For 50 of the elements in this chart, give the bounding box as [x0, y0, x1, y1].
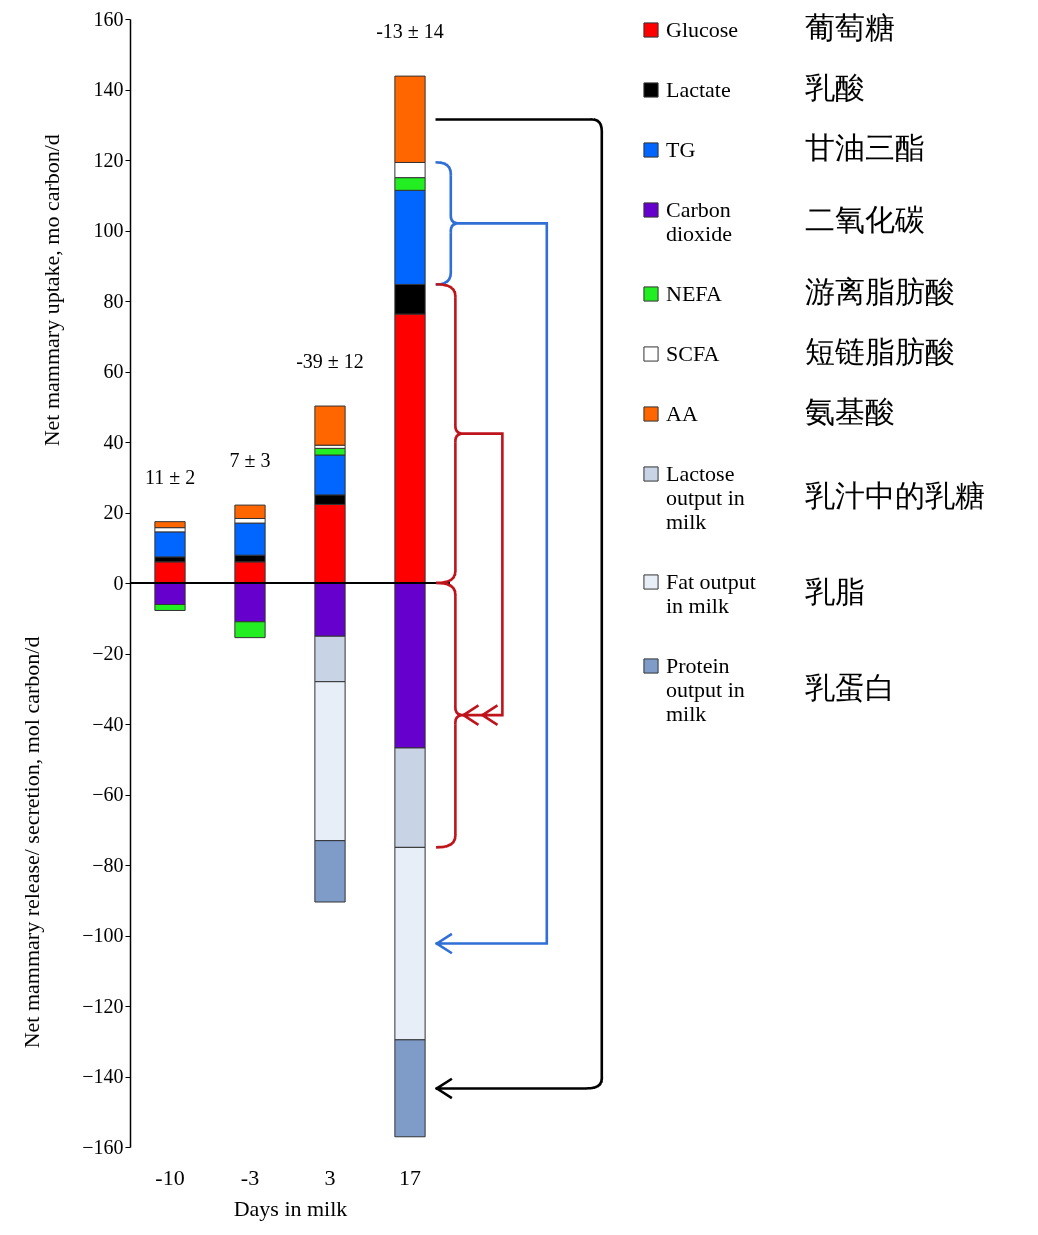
x-axis-title: Days in milk: [233, 1195, 348, 1221]
x-tick-label: -3: [240, 1164, 260, 1190]
legend-label: Fat output in milk: [666, 569, 756, 618]
legend-label: SCFA: [666, 341, 720, 366]
legend-label: Protein output in milk: [666, 653, 745, 726]
y-tick-label: −140: [82, 1065, 124, 1087]
y-tick-label: 0: [113, 571, 124, 594]
x-tick-label: 17: [399, 1164, 421, 1190]
y-tick-label: 40: [103, 430, 124, 453]
legend-label: NEFA: [666, 281, 722, 306]
text: 甘油三酯: [805, 130, 925, 165]
y-tick-label: −60: [92, 783, 124, 805]
y-tick-label: 140: [93, 78, 124, 100]
text: 乳蛋白: [805, 670, 895, 705]
y-tick-label: −120: [82, 994, 124, 1017]
text: 氨基酸: [805, 394, 895, 429]
y-tick-label: −40: [92, 712, 124, 735]
text: 游离脂肪酸: [805, 274, 955, 309]
y-tick-label: −160: [82, 1135, 124, 1158]
annotation: 7 ± 3: [229, 449, 271, 472]
x-tick-label: 3: [324, 1164, 336, 1190]
legend-label: Lactose output in milk: [666, 461, 745, 534]
text: 乳酸: [805, 70, 865, 105]
legend-label: Lactate: [666, 77, 731, 102]
y-tick-label: −20: [92, 642, 124, 664]
bar: [154, 521, 186, 529]
y-tick-label: 120: [93, 148, 124, 171]
legend-label: TG: [666, 137, 696, 162]
y-axis-title: Net mammary uptake, mo carbon/d: [39, 134, 65, 447]
text: 乳脂: [805, 574, 865, 609]
y-tick-label: 20: [103, 501, 124, 523]
y-tick-label: −100: [82, 924, 124, 946]
annotation: -13 ± 14: [376, 20, 444, 43]
y-tick-label: 100: [93, 219, 124, 241]
text: 葡萄糖: [805, 10, 895, 45]
legend-label: Carbon dioxide: [666, 197, 732, 246]
annotation: 11 ± 2: [144, 465, 196, 488]
y-tick-label: 160: [93, 7, 124, 30]
y-tick-label: −80: [92, 853, 124, 876]
text: 乳汁中的乳糖: [805, 478, 985, 513]
legend-label: Glucose: [666, 17, 739, 42]
y-tick-label: 80: [103, 289, 124, 312]
x-tick-label: -10: [155, 1164, 185, 1190]
bar: [314, 405, 346, 446]
text: 短链脂肪酸: [805, 334, 955, 369]
legend-label: AA: [666, 401, 698, 426]
annotation: -39 ± 12: [296, 350, 364, 373]
text: Net mammary release/ secretion, mol carbon/d: [19, 636, 44, 1049]
text: 二氧化碳: [805, 202, 925, 237]
y-tick-label: 60: [103, 360, 124, 382]
